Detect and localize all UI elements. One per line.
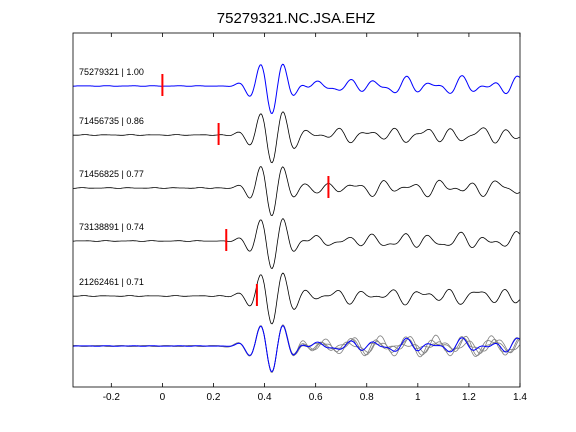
traces-group: 75279321 | 1.00 71456735 | 0.86 71456825 |…: [72, 63, 520, 325]
x-tick-label: 1.4: [513, 392, 527, 403]
trace-line: [73, 165, 520, 217]
trace-label: 71456735 | 0.86: [79, 116, 144, 126]
x-tick-label: 0.2: [207, 392, 221, 403]
x-axis: -0.2 0 0.2 0.4 0.6 0.8 1 1.2 1.4: [103, 33, 527, 403]
trace-label: 75279321 | 1.00: [79, 67, 144, 77]
trace-line: [72, 218, 520, 269]
trace-line: [72, 63, 520, 115]
x-tick-label: 1: [415, 392, 421, 403]
chart-title: 75279321.NC.JSA.EHZ: [217, 10, 375, 27]
trace-label: 73138891 | 0.74: [79, 222, 144, 232]
x-tick-label: 1.2: [462, 392, 476, 403]
stack-reference-line: [72, 325, 520, 373]
trace-label: 71456825 | 0.77: [79, 169, 144, 179]
x-tick-label: 0: [160, 392, 166, 403]
stack-trace-line: [72, 324, 520, 373]
trace-line: [73, 272, 520, 325]
x-tick-label: 0.6: [309, 392, 323, 403]
stack-group: [72, 324, 520, 373]
trace-line: [73, 111, 520, 164]
x-tick-label: 0.8: [360, 392, 374, 403]
stack-trace-line: [72, 325, 520, 373]
stack-trace-line: [73, 325, 520, 373]
axes-frame: [72, 32, 521, 388]
trace-label: 21262461 | 0.71: [79, 277, 144, 287]
x-tick-label: 0.4: [258, 392, 272, 403]
x-tick-label: -0.2: [103, 392, 121, 403]
